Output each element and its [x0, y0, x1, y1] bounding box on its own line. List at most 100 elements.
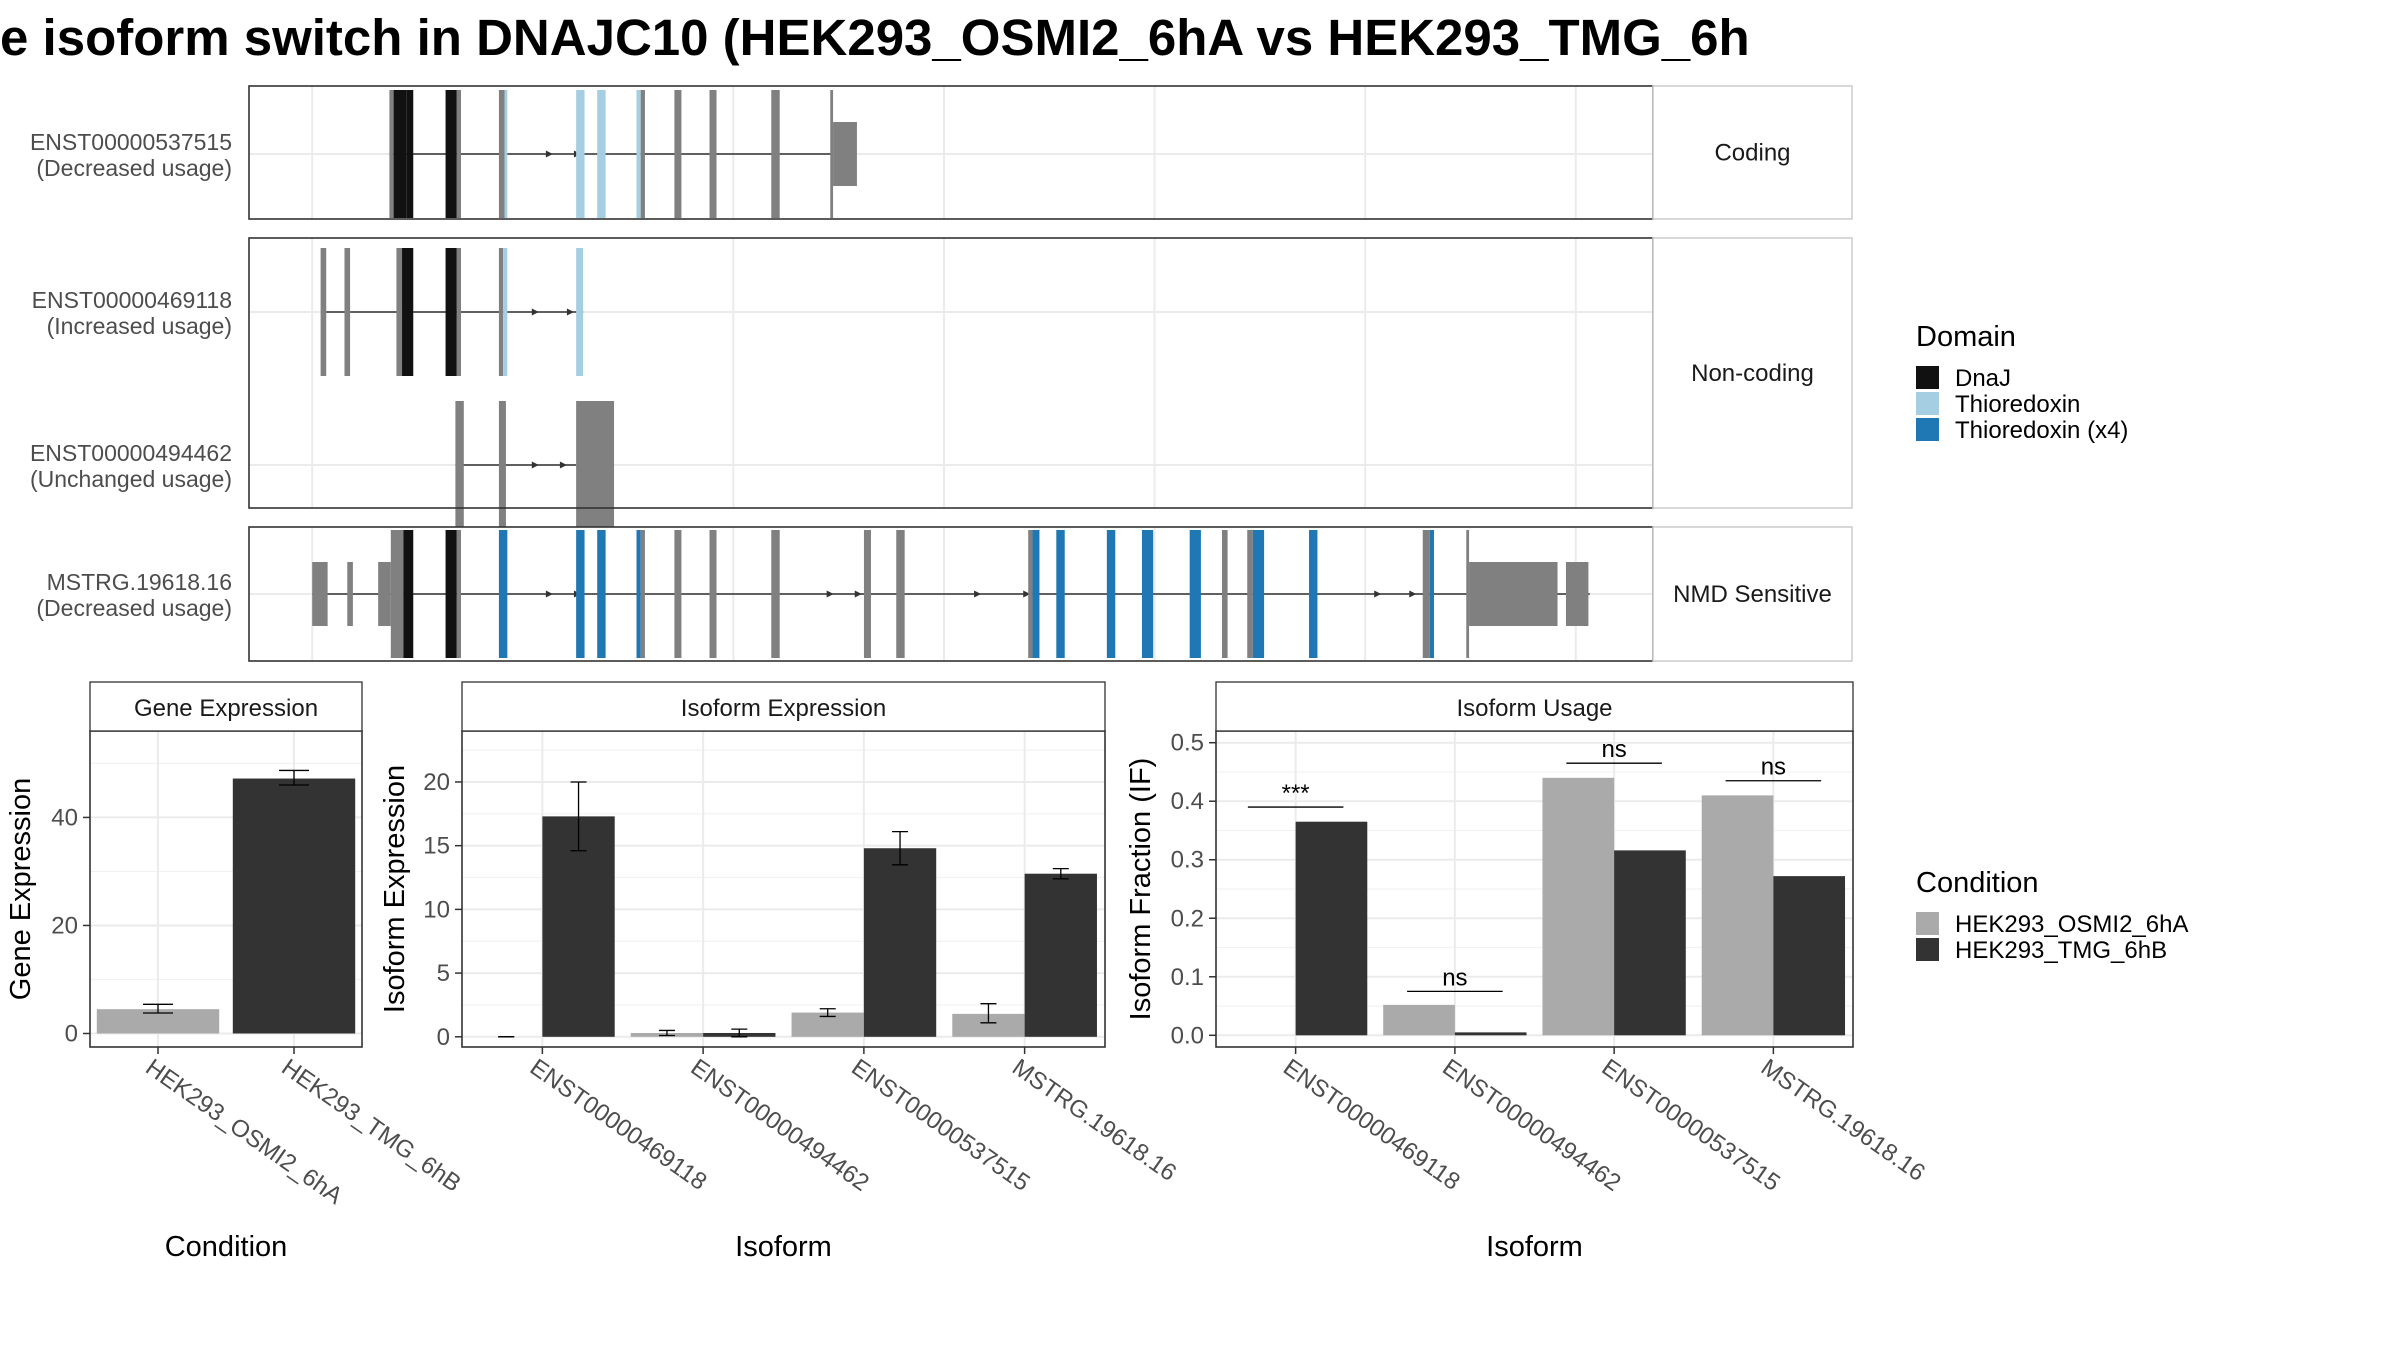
chart-1: Isoform Expression 0 5 10 15 20 ENST0000046911…: [379, 681, 1181, 1263]
y-axis-title: Isoform Fraction (IF): [1125, 758, 1157, 1021]
legend-swatch: [1916, 366, 1939, 389]
y-tick-label: 0.4: [1171, 788, 1204, 815]
bar: [1454, 1032, 1527, 1036]
exon: [597, 90, 606, 218]
bar: [1773, 876, 1846, 1036]
exon: [445, 530, 457, 658]
exon: [378, 562, 391, 626]
structure-facet-2: NMD Sensitive: [248, 526, 1853, 662]
y-axis-title: Gene Expression: [5, 778, 37, 1000]
exon: [498, 90, 505, 218]
exon: [1422, 530, 1430, 658]
y-tick-label: 15: [423, 833, 450, 860]
exon: [1106, 530, 1116, 658]
x-tick-label: MSTRG.19618.16: [1756, 1054, 1930, 1187]
exon: [1429, 530, 1434, 658]
exon: [498, 248, 504, 376]
exon: [576, 530, 585, 658]
y-axis-title: Isoform Expression: [379, 765, 411, 1013]
bar: [1295, 821, 1368, 1036]
exon: [709, 90, 717, 218]
legend-title: Condition: [1916, 867, 2039, 899]
y-tick-label: 0.5: [1171, 730, 1204, 757]
exon: [833, 122, 857, 186]
legend-label: HEK293_OSMI2_6hA: [1955, 911, 2188, 938]
facet-strip: [1215, 681, 1854, 732]
transcript-id-label: ENST00000494462: [30, 440, 232, 466]
exon: [1056, 530, 1065, 658]
transcript-track: [312, 530, 1590, 658]
strand-arrow: [1409, 590, 1417, 598]
transcript-id-label: MSTRG.19618.16: [47, 569, 232, 595]
transcript-id-label: ENST00000537515: [30, 129, 232, 155]
legend-swatch: [1916, 912, 1939, 935]
facet-strip-label: Coding: [1714, 140, 1790, 167]
bar: [232, 778, 356, 1034]
exon: [674, 90, 682, 218]
facet-background: [249, 238, 1653, 508]
x-tick-label: ENST00000537515: [846, 1054, 1034, 1197]
strand-arrow: [559, 461, 567, 469]
exon: [402, 248, 414, 376]
exon: [1309, 530, 1318, 658]
exon: [640, 530, 645, 658]
exon: [503, 248, 508, 376]
legend-label: Thioredoxin (x4): [1955, 417, 2128, 444]
y-tick-label: 10: [423, 896, 450, 923]
x-axis-title: Condition: [165, 1231, 288, 1263]
exon: [393, 90, 407, 218]
exon: [576, 401, 615, 529]
exon: [636, 90, 641, 218]
exon: [445, 90, 457, 218]
exon: [498, 401, 506, 529]
x-axis-title: Isoform: [735, 1231, 832, 1263]
chart-2: *** ns ns ns Isoform Usage 0.0 0.1 0.2 0.3 0.4 0.5…: [1125, 681, 1930, 1263]
strand-arrow: [531, 461, 539, 469]
chart-strip-title: Isoform Usage: [1456, 695, 1612, 722]
legend-label: Thioredoxin: [1955, 391, 2080, 418]
y-tick-label: 0: [437, 1024, 450, 1051]
bar: [1701, 795, 1774, 1036]
exon: [1469, 562, 1558, 626]
transcript-usage-label: (Unchanged usage): [30, 466, 232, 492]
strand-arrow: [974, 590, 982, 598]
figure-title: e isoform switch in DNAJC10 (HEK293_OSMI…: [0, 9, 1750, 66]
significance-label: ns: [1601, 736, 1626, 763]
legend-swatch: [1916, 392, 1939, 415]
exon: [456, 530, 462, 658]
exon: [1247, 530, 1253, 658]
legend-label: DnaJ: [1955, 365, 2011, 392]
exon: [640, 90, 645, 218]
exon: [1565, 562, 1589, 626]
exon: [1032, 530, 1040, 658]
strand-arrow: [566, 308, 574, 316]
y-tick-label: 0.0: [1171, 1022, 1204, 1049]
facet-strip: [89, 681, 363, 732]
y-tick-label: 40: [51, 804, 78, 831]
chart-strip-title: Isoform Expression: [681, 695, 886, 722]
bar: [1024, 873, 1097, 1037]
exon: [1028, 530, 1033, 658]
exon: [863, 530, 871, 658]
bar: [1383, 1004, 1455, 1036]
significance-label: ns: [1761, 754, 1786, 781]
facet-strip: [461, 681, 1106, 732]
exon: [896, 530, 905, 658]
bar: [1614, 850, 1686, 1036]
facet-background: [249, 86, 1653, 219]
chart-strip-title: Gene Expression: [134, 695, 318, 722]
strand-arrow: [826, 590, 834, 598]
transcript-usage-label: (Decreased usage): [36, 595, 232, 621]
exon: [597, 530, 606, 658]
strand-arrow: [545, 150, 553, 158]
y-tick-label: 0.2: [1171, 905, 1204, 932]
legend-label: HEK293_TMG_6hB: [1955, 937, 2167, 964]
exon: [455, 401, 464, 529]
exon: [504, 90, 508, 218]
transcript-track: [320, 248, 584, 376]
bar: [952, 1013, 1025, 1037]
y-tick-label: 0.1: [1171, 964, 1204, 991]
